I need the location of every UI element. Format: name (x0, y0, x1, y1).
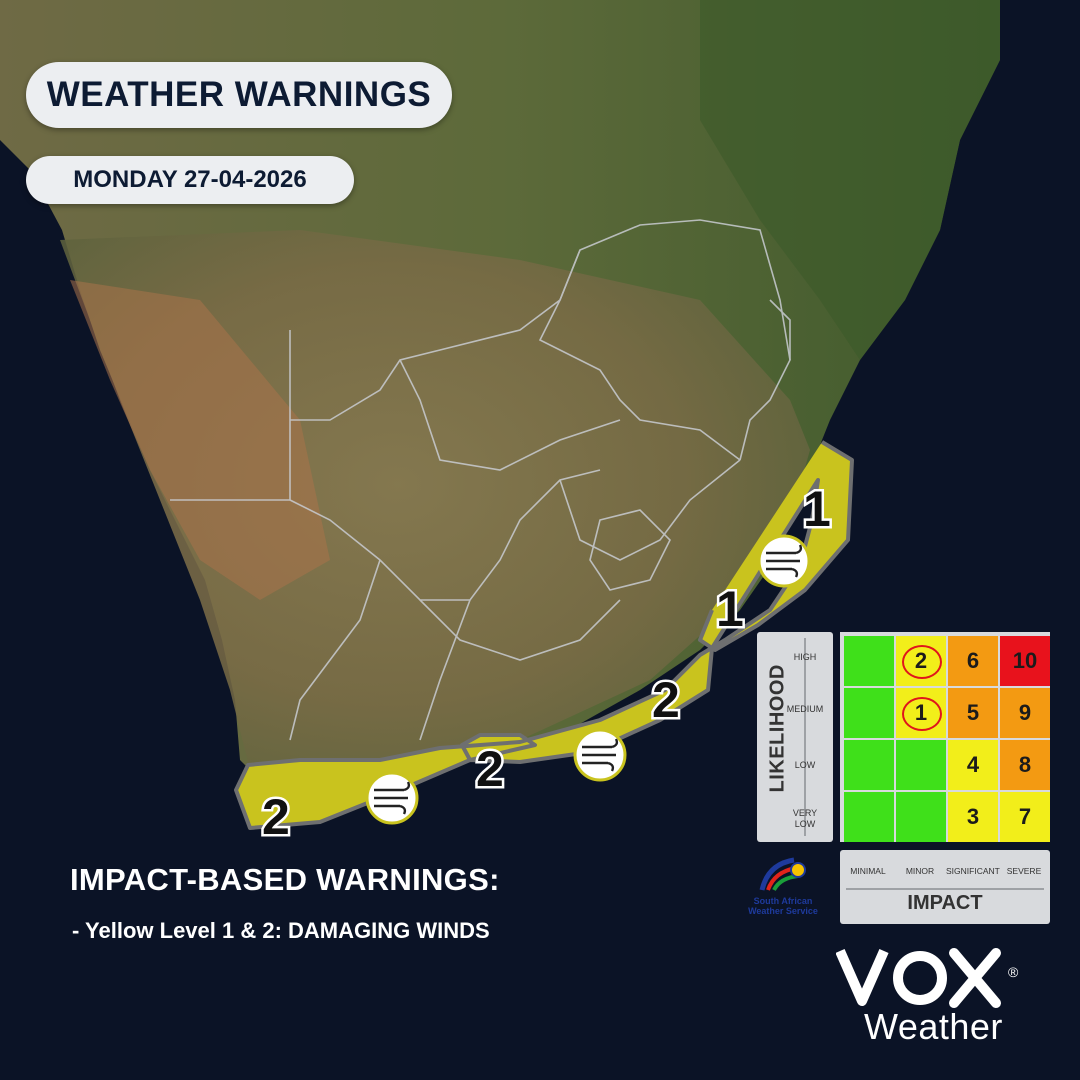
impact-level: SIGNIFICANT (946, 866, 1000, 876)
borders (170, 219, 791, 741)
warning-level-label: 2 (652, 672, 680, 728)
likelihood-level: HIGH (793, 652, 817, 662)
likelihood-title: LIKELIHOOD (766, 664, 789, 793)
warning-level-label: 1 (803, 481, 831, 537)
warning-zone-band (234, 440, 854, 830)
risk-matrix-cell: 5 (948, 688, 998, 738)
risk-matrix-cell: 9 (1000, 688, 1050, 738)
saws-logo-text: South African Weather Service (748, 896, 818, 916)
wind-icon (365, 771, 419, 825)
risk-matrix-cell (844, 740, 894, 790)
risk-matrix-cell: 2 (896, 636, 946, 686)
impact-divider (846, 888, 1044, 890)
risk-matrix-value: 10 (1012, 648, 1038, 673)
risk-matrix-value: 3 (966, 804, 980, 829)
risk-matrix-value: 5 (966, 700, 980, 725)
highlight-ring (902, 697, 942, 731)
risk-matrix-cell (896, 740, 946, 790)
impact-level: SEVERE (1006, 866, 1042, 876)
risk-matrix-value: 8 (1018, 752, 1032, 777)
risk-matrix-cell: 4 (948, 740, 998, 790)
risk-matrix-cell: 10 (1000, 636, 1050, 686)
likelihood-level: VERY LOW (792, 808, 818, 829)
title-badge: WEATHER WARNINGS (26, 62, 452, 128)
vox-logo-icon (836, 948, 1001, 1008)
risk-matrix-value: 2 (914, 648, 928, 673)
warning-level-label: 1 (716, 581, 744, 637)
risk-matrix-cell: 1 (896, 688, 946, 738)
risk-matrix-cell: 8 (1000, 740, 1050, 790)
impact-warnings-heading: IMPACT-BASED WARNINGS: (70, 862, 500, 897)
risk-matrix-cell: 3 (948, 792, 998, 842)
date-badge: MONDAY 27-04-2026 (26, 156, 354, 204)
green-east (700, 0, 1000, 360)
likelihood-axis: LIKELIHOOD HIGH MEDIUM LOW VERY LOW (757, 632, 833, 842)
risk-matrix-cell (844, 792, 894, 842)
saws-logo-icon (759, 857, 806, 891)
page-title: WEATHER WARNINGS (46, 75, 432, 114)
risk-matrix-value: 9 (1018, 700, 1032, 725)
risk-matrix-cell: 6 (948, 636, 998, 686)
risk-matrix-cell: 7 (1000, 792, 1050, 842)
warning-level-label: 2 (262, 789, 290, 845)
risk-matrix-value: 6 (966, 648, 980, 673)
impact-warning-item: - Yellow Level 1 & 2: DAMAGING WINDS (72, 918, 490, 943)
wind-icon (573, 728, 627, 782)
warning-level-label: 2 (476, 741, 504, 797)
risk-matrix-cell (844, 688, 894, 738)
date-label: MONDAY 27-04-2026 (73, 166, 307, 193)
impact-axis: MINIMAL MINOR SIGNIFICANT SEVERE IMPACT (840, 850, 1050, 924)
desert-west (70, 280, 330, 600)
likelihood-level: LOW (794, 760, 816, 770)
impact-level: MINOR (905, 866, 935, 876)
risk-matrix-value: 4 (966, 752, 980, 777)
impact-level: MINIMAL (850, 866, 886, 876)
risk-matrix-cell (896, 792, 946, 842)
highlight-ring (902, 645, 942, 679)
risk-matrix-value: 7 (1018, 804, 1032, 829)
likelihood-divider (804, 638, 806, 836)
risk-matrix-value: 1 (914, 700, 928, 725)
likelihood-level: MEDIUM (786, 704, 824, 714)
vox-weather-label: Weather (864, 1006, 1003, 1047)
risk-matrix-cell (844, 636, 894, 686)
registered-mark: ® (1008, 964, 1019, 980)
wind-icon (757, 534, 811, 588)
impact-title: IMPACT (907, 892, 983, 914)
risk-matrix-grid: 2 6 10 1 5 9 4 8 3 7 (840, 632, 1050, 842)
